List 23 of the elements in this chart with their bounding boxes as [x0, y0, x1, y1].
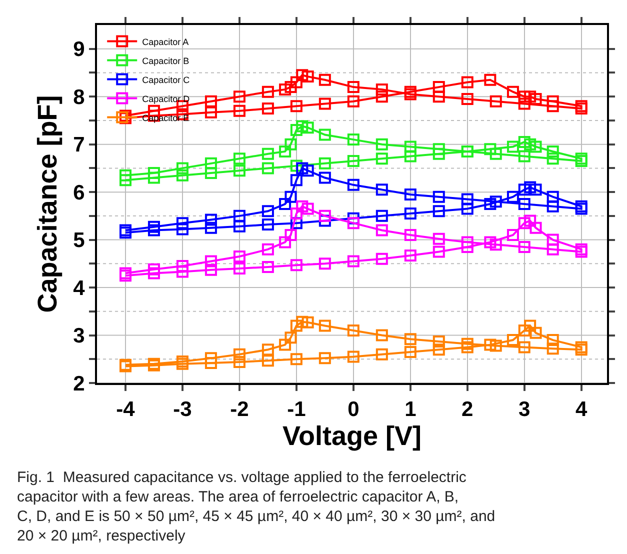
- x-tick-label: -1: [287, 398, 306, 422]
- y-axis-title: Capacitance [pF]: [32, 95, 63, 313]
- y-tick-label: 9: [73, 38, 85, 62]
- x-tick-label: 2: [462, 398, 474, 422]
- x-tick-label: -3: [173, 398, 192, 422]
- legend-label: Capacitor B: [142, 56, 190, 66]
- y-tick-label: 3: [73, 324, 85, 348]
- x-axis-title: Voltage [V]: [282, 421, 422, 452]
- y-tick-label: 7: [73, 134, 85, 157]
- y-tick-label: 8: [73, 86, 86, 109]
- x-tick-label: -2: [230, 398, 249, 422]
- y-tick-label: 6: [73, 181, 85, 204]
- x-tick-label: 4: [576, 398, 588, 422]
- x-tick-label: 1: [404, 398, 417, 422]
- caption: Fig. 1 Measured capacitance vs. voltage applied to the ferroelectric capacitor with a few areas. The area of ferroelectric capacitor A, B, C, D, and E is 50 × 50 µm², 45 × 45 µm², 40 × 40 µm², 30 × 30 µm², and 20 × 20 µm², respectively: [17, 469, 496, 544]
- y-tick-label: 2: [73, 372, 85, 396]
- legend-label: Capacitor A: [142, 36, 189, 47]
- x-tick-label: 3: [518, 398, 530, 422]
- x-tick-label: -4: [116, 398, 136, 422]
- y-tick-label: 5: [73, 229, 86, 252]
- x-tick-label: 0: [348, 398, 360, 422]
- legend-label: Capacitor C: [142, 74, 190, 85]
- y-tick-label: 4: [73, 276, 86, 300]
